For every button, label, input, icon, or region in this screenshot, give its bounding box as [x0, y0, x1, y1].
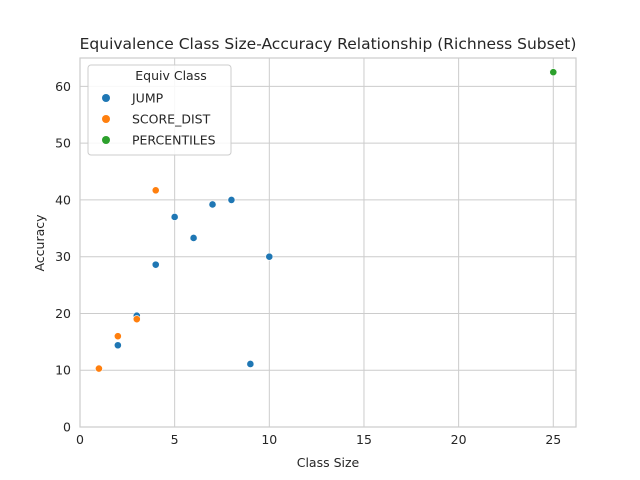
legend-label: PERCENTILES: [132, 133, 216, 148]
legend-title: Equiv Class: [135, 68, 206, 83]
x-tick-label: 25: [545, 432, 561, 447]
legend-label: SCORE_DIST: [132, 112, 211, 127]
x-tick-label: 15: [356, 432, 372, 447]
legend-marker: [102, 115, 110, 123]
plot-border: [79, 57, 577, 428]
legend-marker: [102, 136, 110, 144]
scatter-point: [113, 332, 122, 341]
scatter-point: [208, 200, 217, 209]
axes-frame: [79, 57, 577, 428]
x-tick-label: 5: [171, 432, 179, 447]
scatter-point: [151, 186, 160, 195]
x-tick-label: 10: [261, 432, 277, 447]
y-tick-label: 0: [63, 420, 71, 435]
y-tick-label: 20: [55, 306, 71, 321]
scatter-point: [549, 68, 558, 77]
x-axis-label: Class Size: [297, 455, 360, 470]
scatter-point: [151, 260, 160, 269]
scatter-point: [113, 341, 122, 350]
scatter-point: [189, 234, 198, 242]
legend-frame: [87, 64, 232, 156]
legend-marker: [102, 94, 110, 102]
y-tick-label: 40: [55, 192, 71, 207]
y-axis: 0 10 20 30 40 50 60: [55, 79, 71, 435]
y-tick-label: 60: [55, 79, 71, 94]
scatter-point: [227, 196, 236, 204]
y-tick-label: 30: [55, 249, 71, 264]
scatter-point: [132, 315, 141, 324]
scatter-point: [265, 252, 274, 261]
y-tick-label: 50: [55, 136, 71, 151]
legend: Equiv Class JUMP SCORE_DIST PERCENTILES: [87, 64, 232, 156]
y-axis-label: Accuracy: [32, 214, 47, 272]
scatter-point: [246, 360, 255, 368]
scatter-point: [95, 364, 103, 373]
legend-label: JUMP: [131, 91, 164, 106]
scatter-point: [170, 213, 179, 221]
y-tick-label: 10: [55, 363, 71, 378]
x-axis: 0 5 10 15 20 25: [76, 432, 561, 447]
x-tick-label: 0: [76, 432, 84, 447]
x-tick-label: 20: [451, 432, 467, 447]
chart-title: Equivalence Class Size-Accuracy Relation…: [80, 35, 577, 53]
data-points: [95, 68, 558, 373]
